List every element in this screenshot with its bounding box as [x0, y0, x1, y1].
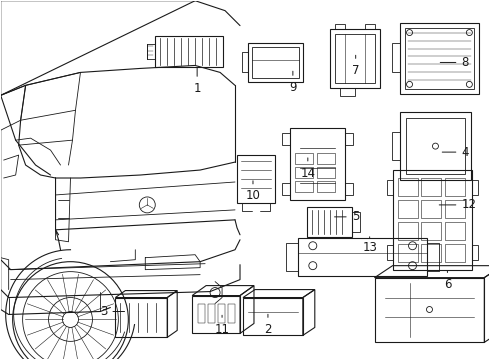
- Text: 10: 10: [245, 181, 260, 202]
- Text: 8: 8: [440, 56, 469, 69]
- Bar: [445, 178, 466, 196]
- Bar: [472, 245, 478, 260]
- Bar: [243, 298, 303, 336]
- Bar: [421, 200, 441, 218]
- Bar: [248, 42, 303, 82]
- Bar: [421, 244, 441, 262]
- Bar: [399, 23, 479, 94]
- Bar: [335, 33, 375, 84]
- Bar: [345, 133, 353, 145]
- Bar: [295, 181, 313, 192]
- Text: 4: 4: [442, 145, 469, 159]
- Bar: [405, 28, 474, 89]
- Bar: [282, 183, 290, 195]
- Bar: [421, 222, 441, 240]
- Bar: [397, 244, 417, 262]
- Bar: [295, 167, 313, 178]
- Text: 6: 6: [443, 270, 451, 291]
- Bar: [421, 178, 441, 196]
- Text: 1: 1: [194, 68, 201, 95]
- Bar: [290, 128, 345, 200]
- Bar: [218, 303, 225, 323]
- Text: 11: 11: [215, 315, 230, 336]
- Bar: [335, 24, 345, 28]
- Bar: [198, 303, 205, 323]
- Text: 5: 5: [335, 210, 359, 223]
- Bar: [399, 112, 471, 180]
- Bar: [228, 303, 235, 323]
- Bar: [365, 24, 375, 28]
- Text: 12: 12: [439, 198, 476, 211]
- Bar: [237, 155, 275, 203]
- Bar: [392, 132, 399, 160]
- Bar: [387, 180, 392, 195]
- Bar: [392, 170, 472, 270]
- Bar: [406, 118, 466, 174]
- Bar: [307, 207, 352, 237]
- Bar: [317, 167, 335, 178]
- Bar: [340, 88, 355, 96]
- Bar: [115, 298, 167, 337]
- Bar: [352, 212, 360, 232]
- Bar: [208, 303, 215, 323]
- Text: 7: 7: [352, 55, 360, 77]
- Bar: [345, 183, 353, 195]
- Bar: [445, 200, 466, 218]
- Text: 14: 14: [300, 158, 316, 180]
- Text: 9: 9: [289, 71, 296, 94]
- Bar: [387, 245, 392, 260]
- Bar: [155, 36, 223, 67]
- Text: 2: 2: [264, 314, 271, 336]
- Bar: [252, 46, 299, 78]
- Bar: [330, 28, 380, 88]
- Bar: [298, 238, 427, 276]
- Bar: [192, 296, 240, 333]
- Text: 13: 13: [362, 237, 377, 254]
- Bar: [295, 153, 313, 164]
- Bar: [445, 222, 466, 240]
- Bar: [282, 133, 290, 145]
- Bar: [392, 42, 399, 72]
- Bar: [397, 178, 417, 196]
- Bar: [375, 278, 484, 342]
- Bar: [472, 180, 478, 195]
- Bar: [317, 181, 335, 192]
- Bar: [445, 244, 466, 262]
- Text: 3: 3: [100, 305, 124, 318]
- Bar: [397, 222, 417, 240]
- Bar: [317, 153, 335, 164]
- Bar: [397, 200, 417, 218]
